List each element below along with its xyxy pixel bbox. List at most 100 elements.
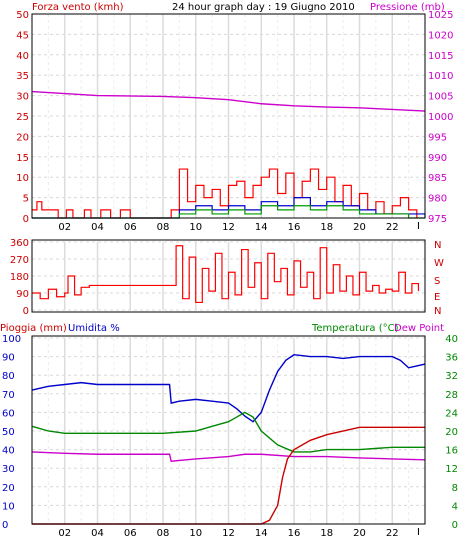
- panel3-humidity-title: Umidita %: [68, 323, 120, 334]
- panel1-x-tick: 12: [222, 222, 235, 233]
- panel3-left-tick: 100: [2, 334, 21, 345]
- panel3-left-tick: 40: [2, 446, 15, 457]
- panel3-x-tick: 20: [353, 528, 366, 539]
- panel3-left-tick: 30: [2, 464, 15, 475]
- panel1-x-tick: 14: [255, 222, 268, 233]
- panel3-grid: [32, 337, 425, 525]
- panel3-x-tick: 10: [189, 528, 202, 539]
- panel1-frame: [31, 13, 426, 219]
- panel3-left-tick: 90: [2, 353, 15, 364]
- panel1-left-tick: 30: [16, 92, 29, 103]
- panel3-marks: [31, 354, 426, 525]
- panel1-right-tick: 975: [428, 214, 447, 225]
- panel3-left-tick: 60: [2, 408, 15, 419]
- panel1-right-title: Pressione (mb): [370, 2, 445, 13]
- panel1-left-title: Forza vento (kmh): [32, 2, 124, 13]
- panel1-x-tick: 16: [288, 222, 301, 233]
- panel1-right-tick: 1000: [428, 112, 453, 123]
- panel3-left-tick: 50: [2, 427, 15, 438]
- panel3-x-tick: 02: [58, 528, 71, 539]
- panel3-x-tick: 22: [386, 528, 399, 539]
- panel1-right-tick: 995: [428, 132, 447, 143]
- panel1-tick-labels: 0510152025303540455097598098599099510001…: [16, 10, 453, 233]
- panel1-left-tick: 40: [16, 51, 29, 62]
- panel3-right-tick: 36: [445, 353, 458, 364]
- panel1-x-tick: 08: [157, 222, 170, 233]
- panel3-rain-title: Pioggia (mm): [0, 323, 67, 334]
- panel2-left-tick: 270: [10, 255, 29, 266]
- rain-line: [32, 426, 425, 525]
- panel1-x-tick: 10: [189, 222, 202, 233]
- panel3-x-tick: 16: [288, 528, 301, 539]
- panel1-x-tick: 22: [386, 222, 399, 233]
- panel1-left-tick: 10: [16, 173, 29, 184]
- panel3-x-tick: 06: [124, 528, 137, 539]
- panel2-direction-label: N: [434, 306, 441, 317]
- panel3-right-tick: 0: [452, 520, 458, 531]
- panel1-chart-title: 24 hour graph day : 19 Giugno 2010: [172, 2, 355, 13]
- panel3-x-tick: 04: [91, 528, 104, 539]
- panel3-right-tick: 28: [445, 390, 458, 401]
- direction-line: [32, 245, 420, 304]
- wind_gust-line: [32, 168, 418, 219]
- wind_green-line: [32, 205, 425, 219]
- panel1-x-tick: 04: [91, 222, 104, 233]
- panel1-left-tick: 25: [16, 112, 29, 123]
- panel1-left-tick: 5: [23, 194, 29, 205]
- panel3-right-tick: 4: [452, 501, 458, 512]
- panel1-x-tick: 18: [320, 222, 333, 233]
- panel1-left-tick: 45: [16, 30, 29, 41]
- panel3-temp-title: Temperatura (°C): [311, 323, 399, 334]
- panel3-left-tick: 80: [2, 371, 15, 382]
- panel1-left-tick: 0: [23, 214, 29, 225]
- panel1-right-tick: 1005: [428, 92, 453, 103]
- panel3-frame: [31, 335, 426, 525]
- panel1-right-tick: 990: [428, 153, 447, 164]
- panel1-right-tick: 1020: [428, 30, 453, 41]
- panel1-right-tick: 985: [428, 173, 447, 184]
- dew_point-line: [31, 451, 426, 462]
- panel3-right-tick: 40: [445, 334, 458, 345]
- panel1-left-tick: 20: [16, 132, 29, 143]
- panel1-marks: [31, 90, 426, 219]
- panel1-x-tick: 06: [124, 222, 137, 233]
- panel3-right-tick: 20: [445, 427, 458, 438]
- panel3-left-tick: 70: [2, 390, 15, 401]
- panel3-right-tick: 8: [452, 483, 458, 494]
- panel3-x-tick: 12: [222, 528, 235, 539]
- panel2-direction-label: N: [434, 240, 441, 251]
- panel2-direction-label: S: [434, 276, 440, 287]
- panel1-right-tick: 1010: [428, 71, 453, 82]
- humidity-line: [31, 354, 426, 423]
- panel1-right-tick: 1015: [428, 51, 453, 62]
- panel3-x-tick: 14: [255, 528, 268, 539]
- temperature-line: [31, 411, 425, 453]
- panel2-left-tick: 0: [23, 306, 29, 317]
- panel3-dew-title: Dew Point: [394, 323, 444, 334]
- panel3-left-tick: 0: [2, 520, 8, 531]
- panel1-right-tick: 1025: [428, 10, 453, 21]
- panel3-left-tick: 10: [2, 501, 15, 512]
- panel2-direction-label: W: [434, 258, 444, 269]
- panel3-left-tick: 20: [2, 483, 15, 494]
- panel3-x-tick: 08: [157, 528, 170, 539]
- panel3-tick-labels: 0102030405060708090100048121620242832364…: [2, 334, 458, 539]
- panel1-left-tick: 35: [16, 71, 29, 82]
- panel1-left-tick: 50: [16, 10, 29, 21]
- panel1-x-tick: 02: [58, 222, 71, 233]
- panel3-right-tick: 24: [445, 408, 458, 419]
- panel1-left-tick: 15: [16, 153, 29, 164]
- panel3-right-tick: 32: [445, 371, 458, 382]
- panel2-left-tick: 180: [10, 272, 29, 283]
- panel1-right-tick: 980: [428, 194, 447, 205]
- panel3-x-tick: 18: [320, 528, 333, 539]
- panel2-frame: [31, 239, 426, 313]
- wind_avg-line: [32, 197, 426, 219]
- panel2-marks: [32, 245, 420, 304]
- panel2-direction-label: E: [434, 292, 440, 303]
- panel3-right-tick: 12: [445, 464, 458, 475]
- panel2-left-tick: 90: [16, 289, 29, 300]
- panel3-right-tick: 16: [445, 446, 458, 457]
